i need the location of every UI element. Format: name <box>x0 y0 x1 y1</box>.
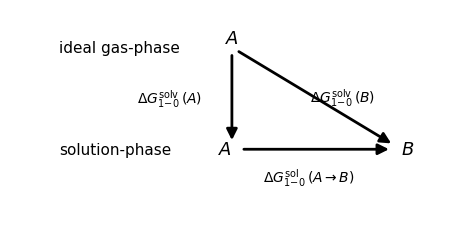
Text: $A$: $A$ <box>225 30 239 48</box>
Text: $\Delta G^{\rm solv}_{1\!-\!0}\,(A)$: $\Delta G^{\rm solv}_{1\!-\!0}\,(A)$ <box>137 88 202 110</box>
Text: solution-phase: solution-phase <box>59 142 172 157</box>
Text: $A$: $A$ <box>218 141 232 158</box>
Text: $B$: $B$ <box>401 141 414 158</box>
Text: ideal gas-phase: ideal gas-phase <box>59 41 180 56</box>
Text: $\Delta G^{\rm solv}_{1\!-\!0}\,(B)$: $\Delta G^{\rm solv}_{1\!-\!0}\,(B)$ <box>310 86 374 108</box>
Text: $\Delta G^{\rm sol}_{1\!-\!0}\,(A \rightarrow B)$: $\Delta G^{\rm sol}_{1\!-\!0}\,(A \right… <box>263 167 355 188</box>
